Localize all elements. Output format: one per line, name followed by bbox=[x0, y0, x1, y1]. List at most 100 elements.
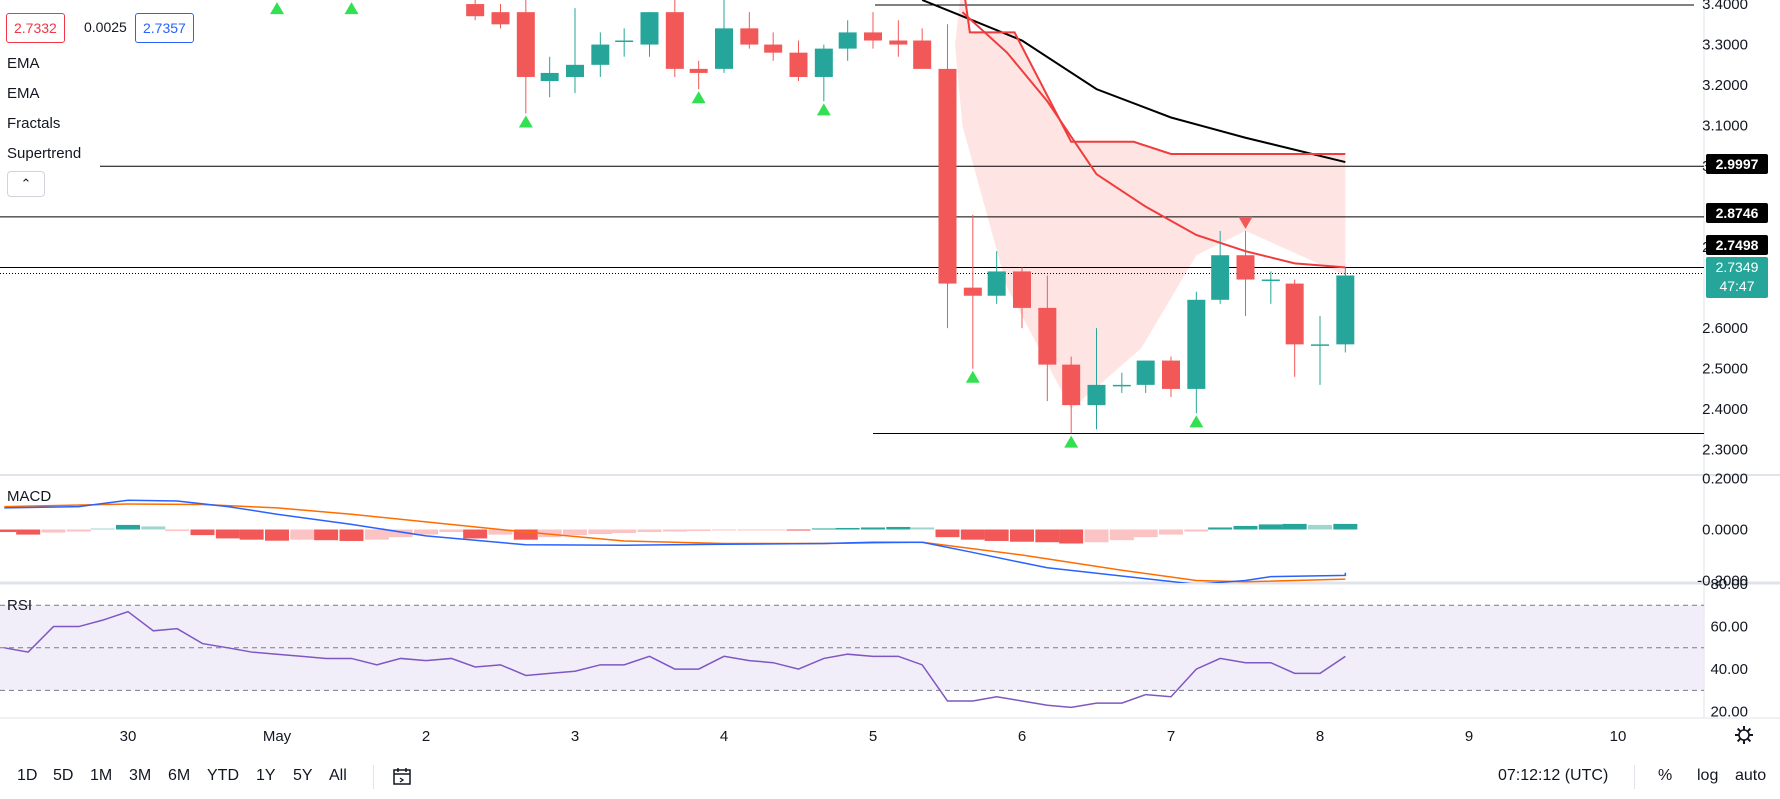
candle-body bbox=[466, 4, 485, 17]
time-tick-label: 30 bbox=[120, 728, 137, 745]
time-tick-label: 8 bbox=[1316, 728, 1324, 745]
auto-scale-toggle[interactable]: auto bbox=[1735, 767, 1767, 784]
toolbar-divider-right bbox=[1634, 765, 1635, 789]
ask-price[interactable]: 2.7357 bbox=[135, 13, 194, 43]
candle-body bbox=[665, 12, 684, 69]
range-1m[interactable]: 1M bbox=[90, 767, 113, 784]
macd-histogram-bar bbox=[388, 529, 413, 538]
macd-histogram-bar bbox=[1333, 523, 1358, 530]
macd-histogram-bar bbox=[861, 527, 885, 530]
gear-icon-tooth bbox=[1746, 727, 1752, 733]
legend-ema-1[interactable]: EMA bbox=[7, 55, 40, 72]
fractal-up-marker bbox=[518, 115, 533, 128]
candle-body bbox=[764, 44, 783, 53]
macd-histogram-bar bbox=[16, 529, 41, 535]
macd-histogram-bar bbox=[563, 529, 587, 536]
chevron-up-icon: ⌃ bbox=[20, 176, 32, 191]
macd-tick-label: -0.2000 bbox=[1697, 572, 1748, 589]
time-tick-label: May bbox=[263, 728, 292, 745]
fractal-up-marker bbox=[816, 103, 831, 116]
price-tick-label: 2.6000 bbox=[1702, 320, 1748, 337]
macd-histogram-bar bbox=[984, 529, 1009, 541]
log-scale-toggle[interactable]: log bbox=[1697, 767, 1719, 784]
time-tick-label: 2 bbox=[422, 728, 430, 745]
range-5y[interactable]: 5Y bbox=[293, 767, 313, 784]
calendar-range-icon[interactable] bbox=[391, 766, 413, 788]
percent-scale-toggle[interactable]: % bbox=[1658, 767, 1673, 784]
macd-histogram-bar bbox=[1184, 529, 1209, 532]
candle-body bbox=[615, 40, 634, 43]
legend-fractals[interactable]: Fractals bbox=[7, 115, 61, 132]
time-tick-label: 7 bbox=[1167, 728, 1175, 745]
time-tick-label: 10 bbox=[1610, 728, 1627, 745]
candle-body bbox=[740, 28, 759, 45]
macd-histogram-bar bbox=[41, 529, 66, 533]
candle-body bbox=[913, 40, 932, 69]
macd-histogram-bar bbox=[215, 529, 240, 539]
candle-body bbox=[1285, 283, 1304, 345]
macd-histogram-bar bbox=[364, 529, 389, 540]
macd-pane bbox=[0, 499, 1358, 583]
range-ytd[interactable]: YTD bbox=[207, 767, 239, 784]
candle-body bbox=[566, 64, 584, 77]
candle-body bbox=[516, 12, 535, 77]
gear-icon-ring bbox=[1738, 729, 1750, 741]
candle-body bbox=[1187, 299, 1206, 389]
candle-body bbox=[491, 12, 510, 25]
macd-histogram-bar bbox=[1109, 529, 1134, 541]
candle-body bbox=[715, 28, 733, 69]
macd-histogram-bar bbox=[265, 529, 289, 541]
rsi-pane-label[interactable]: RSI bbox=[7, 597, 33, 614]
range-3m[interactable]: 3M bbox=[129, 767, 152, 784]
price-tag-supertrend: 2.9997 bbox=[1706, 154, 1768, 174]
macd-histogram-bar bbox=[1159, 529, 1183, 535]
macd-histogram-bar bbox=[588, 529, 613, 535]
rsi-pane bbox=[0, 604, 1704, 709]
legend-ema-2[interactable]: EMA bbox=[7, 85, 40, 102]
candle-body bbox=[814, 48, 833, 77]
macd-histogram-bar bbox=[439, 529, 464, 533]
candle-body bbox=[789, 52, 808, 77]
fractal-up-marker bbox=[270, 2, 284, 15]
candle-body bbox=[1038, 307, 1057, 365]
macd-histogram-bar bbox=[1133, 529, 1158, 538]
legend-supertrend[interactable]: Supertrend bbox=[7, 145, 82, 162]
range-1d[interactable]: 1D bbox=[17, 767, 38, 784]
spread-value: 0.0025 bbox=[84, 19, 127, 35]
candle-body bbox=[864, 32, 882, 41]
ema-red-line bbox=[961, 11, 1346, 269]
price-axis-layer: 2.30002.40002.50002.60002.80003.00003.10… bbox=[1697, 0, 1748, 721]
macd-histogram-bar bbox=[811, 528, 836, 530]
macd-histogram-bar bbox=[960, 529, 985, 540]
price-tick-label: 2.5000 bbox=[1702, 361, 1748, 378]
bid-price[interactable]: 2.7332 bbox=[6, 13, 65, 43]
rsi-line bbox=[4, 610, 1346, 709]
macd-tick-label: 0.2000 bbox=[1702, 471, 1748, 488]
macd-histogram-bar bbox=[414, 529, 438, 535]
price-tick-label: 3.3000 bbox=[1702, 37, 1748, 54]
rsi-tick-label: 60.00 bbox=[1710, 619, 1748, 636]
candle-body bbox=[1236, 255, 1255, 280]
ema-black-line bbox=[921, 0, 1346, 164]
price-tag-ema: 2.7498 bbox=[1706, 235, 1768, 255]
macd-histogram-bar bbox=[314, 529, 339, 541]
macd-histogram-bar bbox=[1282, 523, 1307, 530]
gear-icon bbox=[1735, 726, 1753, 744]
range-all[interactable]: All bbox=[329, 767, 347, 784]
time-axis-layer: 30 May 2 3 4 5 6 7 8 9 10 bbox=[120, 726, 1753, 745]
clock-time[interactable]: 07:12:12 (UTC) bbox=[1498, 767, 1609, 784]
macd-histogram-bar bbox=[90, 528, 115, 530]
macd-lines bbox=[4, 499, 1347, 583]
macd-histogram-bar bbox=[761, 529, 786, 531]
price-tag-last: 2.7349 47:47 bbox=[1706, 257, 1768, 298]
macd-pane-label[interactable]: MACD bbox=[7, 488, 52, 505]
chart-svg[interactable]: 2.30002.40002.50002.60002.80003.00003.10… bbox=[0, 0, 1780, 757]
price-tick-label: 3.1000 bbox=[1702, 118, 1748, 135]
range-5d[interactable]: 5D bbox=[53, 767, 74, 784]
collapse-legend-button[interactable]: ⌃ bbox=[7, 171, 45, 197]
time-tick-label: 3 bbox=[571, 728, 579, 745]
fractal-up-marker bbox=[691, 91, 706, 104]
range-6m[interactable]: 6M bbox=[168, 767, 191, 784]
range-1y[interactable]: 1Y bbox=[256, 767, 276, 784]
macd-histogram-bar bbox=[712, 529, 736, 531]
